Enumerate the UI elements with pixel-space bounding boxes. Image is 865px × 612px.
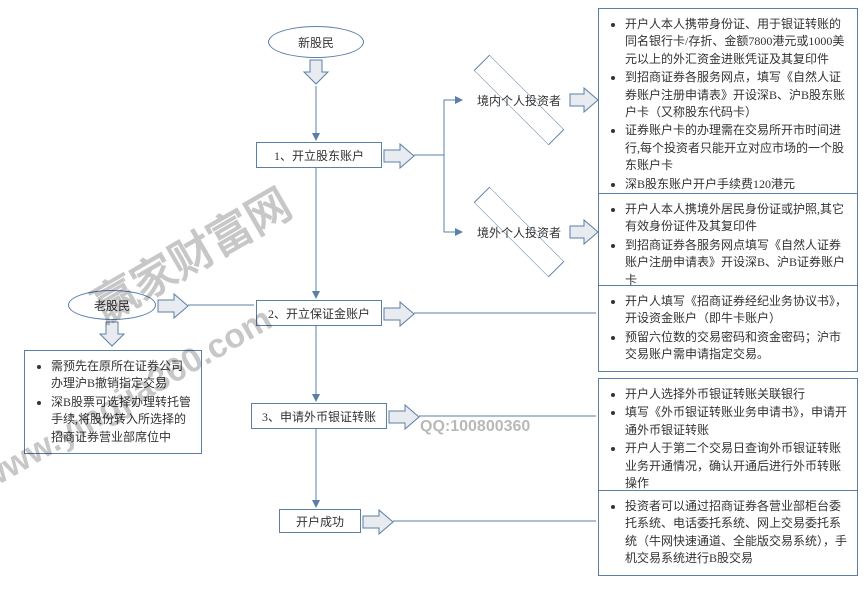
detail-list: 投资者可以通过招商证券各营业部柜台委托系统、电话委托系统、网上交易委托系统（牛网…: [603, 498, 849, 568]
detail-item: 开户人选择外币银证转账关联银行: [625, 386, 849, 403]
node-label: 境内个人投资者: [477, 92, 561, 109]
node-label: 境外个人投资者: [477, 224, 561, 241]
detail-overseas: 开户人本人携境外居民身份证或护照,其它有效身份证件及其复印件到招商证券各服务网点…: [598, 193, 858, 297]
detail-step3: 开户人选择外币银证转账关联银行填写《外币银证转账业务申请书》，申请开通外币银证转…: [598, 378, 858, 500]
watermark-text-qq: QQ:100800360: [420, 418, 530, 436]
detail-item: 开户人本人携境外居民身份证或护照,其它有效身份证件及其复印件: [625, 201, 849, 236]
node-label: 开户成功: [296, 513, 344, 530]
detail-item: 深B股东账户开户手续费120港元: [625, 176, 849, 193]
node-new-investor: 新股民: [268, 26, 364, 58]
node-overseas-investor: 境外个人投资者: [466, 210, 572, 254]
block-arrow-down-icon: [100, 322, 124, 346]
detail-item: 到招商证券各服务网点，填写《自然人证券账户注册申请表》开设深B、沪B股东账户卡（…: [625, 69, 849, 121]
node-success: 开户成功: [279, 509, 361, 533]
node-step-2: 2、开立保证金账户: [256, 300, 382, 326]
node-label: 新股民: [298, 34, 334, 51]
node-domestic-investor: 境内个人投资者: [466, 78, 572, 122]
detail-item: 开户人本人携带身份证、用于银证转账的同名银行卡/存折、金额7800港元或1000…: [625, 16, 849, 68]
block-arrow-right-icon: [384, 302, 414, 326]
detail-list: 开户人填写《招商证券经纪业务协议书》，开设资金账户（即牛卡账户）预留六位数的交易…: [603, 293, 849, 364]
node-label: 3、申请外币银证转账: [262, 408, 376, 425]
detail-old-investor: 需预先在原所在证券公司办理沪B撤销指定交易深B股票可选择办理转托管手续,将股份转…: [24, 350, 202, 454]
detail-success: 投资者可以通过招商证券各营业部柜台委托系统、电话委托系统、网上交易委托系统（牛网…: [598, 490, 858, 576]
detail-item: 投资者可以通过招商证券各营业部柜台委托系统、电话委托系统、网上交易委托系统（牛网…: [625, 498, 849, 568]
detail-list: 开户人本人携带身份证、用于银证转账的同名银行卡/存折、金额7800港元或1000…: [603, 16, 849, 211]
block-arrow-down-icon: [304, 60, 328, 84]
detail-item: 开户人填写《招商证券经纪业务协议书》，开设资金账户（即牛卡账户）: [625, 293, 849, 328]
detail-item: 预留六位数的交易密码和资金密码；沪市交易账户需申请指定交易。: [625, 329, 849, 364]
block-arrow-right-icon: [570, 88, 598, 112]
detail-item: 到招商证券各服务网点填写《自然人证券账户注册申请表》开设深B、沪B证券账户卡: [625, 237, 849, 289]
node-step-1: 1、开立股东账户: [256, 142, 382, 168]
detail-item: 开户人于第二个交易日查询外币银证转账业务开通情况，确认开通后进行外币转账操作: [625, 440, 849, 492]
detail-list: 需预先在原所在证券公司办理沪B撤销指定交易深B股票可选择办理转托管手续,将股份转…: [29, 358, 193, 446]
node-label: 老股民: [94, 297, 130, 314]
detail-item: 需预先在原所在证券公司办理沪B撤销指定交易: [51, 358, 193, 393]
detail-list: 开户人本人携境外居民身份证或护照,其它有效身份证件及其复印件到招商证券各服务网点…: [603, 201, 849, 289]
detail-list: 开户人选择外币银证转账关联银行填写《外币银证转账业务申请书》，申请开通外币银证转…: [603, 386, 849, 492]
block-arrow-right-icon: [570, 220, 598, 244]
node-label: 2、开立保证金账户: [268, 305, 370, 322]
block-arrow-right-icon: [158, 294, 188, 318]
detail-domestic: 开户人本人携带身份证、用于银证转账的同名银行卡/存折、金额7800港元或1000…: [598, 8, 858, 219]
node-label: 1、开立股东账户: [274, 147, 364, 164]
block-arrow-right-icon: [363, 510, 393, 534]
node-old-investor: 老股民: [68, 290, 156, 320]
detail-item: 填写《外币银证转账业务申请书》，申请开通外币银证转账: [625, 404, 849, 439]
detail-item: 证券账户卡的办理需在交易所开市时间进行,每个投资者只能开立对应市场的一个股东账户…: [625, 122, 849, 174]
detail-step2: 开户人填写《招商证券经纪业务协议书》，开设资金账户（即牛卡账户）预留六位数的交易…: [598, 285, 858, 372]
block-arrow-right-icon: [384, 144, 414, 168]
detail-item: 深B股票可选择办理转托管手续,将股份转入所选择的招商证券营业部席位中: [51, 394, 193, 446]
block-arrow-right-icon: [389, 405, 419, 429]
node-step-3: 3、申请外币银证转账: [251, 403, 387, 429]
